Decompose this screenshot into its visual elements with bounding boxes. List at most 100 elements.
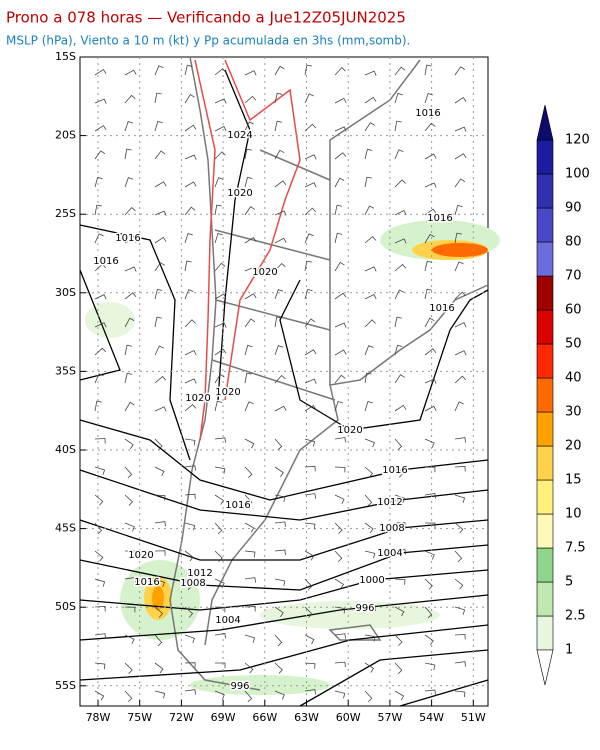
wind-barb xyxy=(304,438,316,447)
wind-barb xyxy=(184,606,194,618)
wind-barb xyxy=(244,690,253,703)
wind-barb xyxy=(364,266,377,272)
isobar-label: 1004 xyxy=(377,548,402,559)
wind-barb xyxy=(394,662,403,675)
isobar-label: 1020 xyxy=(337,425,362,436)
wind-barb xyxy=(274,289,284,300)
colorbar-segment xyxy=(536,513,554,549)
wind-barb xyxy=(124,494,133,506)
grid xyxy=(80,57,488,706)
wind-barb xyxy=(454,494,466,503)
wind-barb xyxy=(304,318,316,328)
wind-barb xyxy=(154,550,166,556)
wind-barb xyxy=(424,634,434,646)
wind-barb xyxy=(274,549,286,555)
isobar-label: 1020 xyxy=(227,188,252,199)
wind-barb xyxy=(214,348,227,356)
wind-barb xyxy=(94,322,107,328)
wind-barb xyxy=(394,210,407,216)
wind-barb xyxy=(154,262,165,272)
wind-barb xyxy=(244,70,257,76)
colorbar-label: 120 xyxy=(565,133,590,148)
lon-label: 60W xyxy=(336,711,361,724)
wind-barb xyxy=(304,689,317,695)
wind-barb xyxy=(454,550,463,563)
lon-label: 51W xyxy=(461,711,486,724)
wind-barb xyxy=(454,522,464,534)
wind-barb xyxy=(304,182,317,188)
wind-barb xyxy=(154,466,165,477)
wind-barb xyxy=(274,521,286,527)
wind-barb xyxy=(244,401,254,412)
wind-barb xyxy=(244,121,254,132)
wind-barb xyxy=(274,466,284,477)
wind-barb xyxy=(214,466,226,474)
terrain-contours xyxy=(194,59,301,441)
wind-barb xyxy=(244,344,253,356)
wind-barb xyxy=(424,92,433,104)
lon-label: 54W xyxy=(419,711,444,724)
wind-barb xyxy=(424,288,433,300)
isobar-label: 1020 xyxy=(128,550,153,561)
colorbar-label: 30 xyxy=(565,405,582,420)
wind-barb xyxy=(424,378,437,384)
wind-barb xyxy=(94,294,107,300)
wind-barb xyxy=(364,176,372,188)
wind-barb xyxy=(214,151,226,160)
wind-barb xyxy=(244,577,256,583)
isobar-label: 1016 xyxy=(382,465,407,476)
wind-barb xyxy=(334,349,347,356)
colorbar-label: 40 xyxy=(565,371,582,386)
colorbar-segment xyxy=(536,173,554,209)
wind-barb xyxy=(274,405,287,412)
lon-label: 78W xyxy=(86,711,111,724)
wind-barb xyxy=(424,405,437,412)
wind-barb xyxy=(184,93,195,104)
wind-barb xyxy=(304,93,314,104)
lon-label: 66W xyxy=(252,711,277,724)
colorbar-over xyxy=(536,104,554,141)
wind-barb xyxy=(274,634,283,647)
wind-barb xyxy=(364,550,376,559)
wind-barb xyxy=(364,205,375,216)
wind-barb xyxy=(214,662,226,668)
wind-barb xyxy=(424,578,433,590)
wind-barb xyxy=(304,662,316,669)
wind-barb xyxy=(184,64,193,76)
wind-barb xyxy=(94,150,106,160)
wind-barb xyxy=(424,208,437,216)
wind-barb xyxy=(424,122,436,132)
wind-barb xyxy=(184,662,196,668)
wind-barb xyxy=(94,373,104,384)
wind-barb xyxy=(94,69,107,76)
wind-barb xyxy=(154,288,163,300)
wind-barb xyxy=(244,662,254,674)
wind-barb xyxy=(394,690,405,701)
wind-barb xyxy=(184,124,197,132)
wind-barb xyxy=(274,662,283,674)
isobar-label: 996 xyxy=(355,603,374,614)
wind-barb xyxy=(424,64,432,76)
wind-barb xyxy=(154,65,164,76)
isobar-label: 1020 xyxy=(185,393,210,404)
wind-barb xyxy=(334,550,343,563)
wind-barb xyxy=(274,438,283,451)
wind-barb xyxy=(154,521,167,527)
wind-barb xyxy=(454,437,466,443)
isobar-label: 1016 xyxy=(134,577,159,588)
colorbar-segment xyxy=(536,479,554,515)
wind-barb xyxy=(94,550,104,562)
isobars xyxy=(79,69,489,707)
wind-barb xyxy=(424,662,436,670)
wind-barb xyxy=(124,207,136,216)
wind-barb xyxy=(454,578,464,590)
wind-barb xyxy=(394,374,405,384)
wind-barb xyxy=(124,121,134,132)
wind-barb xyxy=(214,400,223,412)
wind-barb xyxy=(274,316,282,328)
wind-barb xyxy=(154,92,162,104)
wind-barb xyxy=(214,373,225,384)
wind-barb xyxy=(184,206,196,216)
lon-label: 63W xyxy=(294,711,319,724)
wind-barb xyxy=(154,120,163,132)
